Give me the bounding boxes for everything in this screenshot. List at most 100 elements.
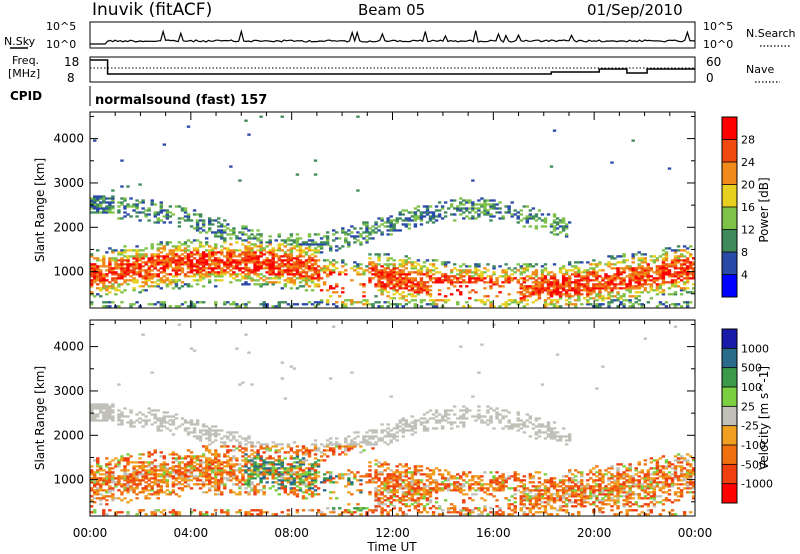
rti-cell (204, 437, 209, 440)
rti-cell (247, 237, 251, 240)
rti-cell (168, 265, 173, 268)
rti-cell (220, 509, 224, 512)
rti-cell (295, 263, 300, 266)
rti-cell (105, 269, 109, 272)
rti-cell (126, 479, 130, 482)
rti-cell (592, 275, 596, 278)
rti-cell (319, 289, 324, 292)
rti-cell (217, 225, 221, 228)
rti-cell (207, 449, 212, 452)
rti-cell (661, 303, 666, 306)
rti-cell (201, 253, 206, 256)
rti-cell (259, 459, 263, 462)
rti-cell (292, 451, 297, 454)
rti-cell (401, 475, 405, 478)
rti-cell (531, 289, 536, 292)
rti-cell (592, 287, 596, 290)
rti-cell (386, 283, 390, 286)
rti-cell (335, 441, 339, 444)
rti-cell (96, 267, 100, 270)
rti-cell (453, 207, 457, 210)
rti-cell (428, 285, 433, 288)
rti-cell (120, 267, 124, 270)
rti-cell (177, 225, 182, 228)
rti-cell (459, 293, 463, 296)
rti-cell (383, 441, 387, 444)
rti-cell (401, 273, 405, 276)
rti-cell (232, 303, 236, 306)
rti-cell (377, 257, 381, 260)
rti-cell (150, 461, 154, 464)
rti-cell (217, 467, 221, 470)
rti-cell (135, 267, 139, 270)
rti-cell (313, 471, 318, 474)
rti-cell (583, 271, 587, 274)
rti-cell (295, 273, 300, 276)
rti-cell (90, 495, 94, 498)
rti-cell (328, 497, 333, 500)
rti-cell (307, 483, 312, 486)
rti-cell (274, 469, 278, 472)
rti-cell (204, 463, 209, 466)
rti-cell (307, 265, 312, 268)
rti-cell (174, 511, 179, 514)
rti-cell (108, 207, 112, 210)
rti-cell (389, 395, 393, 398)
rti-cell (214, 233, 218, 236)
rti-cell (395, 217, 399, 220)
rti-cell (250, 253, 254, 256)
rti-cell (307, 467, 312, 470)
rti-cell (120, 477, 124, 480)
rti-cell (247, 469, 251, 472)
rti-cell (289, 259, 294, 262)
rti-cell (462, 275, 466, 278)
rti-cell (673, 265, 678, 268)
rti-cell (604, 283, 608, 286)
rti-cell (307, 235, 312, 238)
rti-cell (253, 257, 257, 260)
rti-cell (214, 483, 218, 486)
rti-cell (147, 469, 151, 472)
rti-cell (640, 261, 644, 264)
noise-right-tick-low: 10^0 (703, 38, 733, 51)
rti-cell (235, 303, 239, 306)
rti-cell (204, 255, 209, 258)
rti-cell (207, 439, 212, 442)
rti-cell (259, 241, 263, 244)
rti-cell (168, 257, 173, 260)
rti-cell (214, 279, 218, 282)
rti-cell (298, 263, 303, 266)
rti-cell (344, 437, 348, 440)
rti-cell (256, 257, 260, 260)
rti-cell (398, 275, 402, 278)
rti-cell (301, 303, 306, 306)
rti-cell (156, 283, 160, 286)
rti-cell (401, 261, 405, 264)
rti-cell (341, 287, 345, 290)
rti-cell (380, 513, 384, 516)
rti-cell (380, 487, 384, 490)
rti-cell (298, 249, 303, 252)
rti-cell (159, 211, 163, 214)
rti-cell (628, 295, 632, 298)
rti-cell (422, 261, 427, 264)
rti-cell (670, 281, 675, 284)
rti-cell (162, 281, 167, 284)
rti-cell (241, 233, 245, 236)
rti-cell (616, 297, 620, 300)
rti-cell (341, 231, 345, 234)
rti-cell (232, 449, 236, 452)
rti-cell (501, 271, 505, 274)
rti-cell (301, 461, 306, 464)
rti-cell (386, 279, 390, 282)
rti-cell (643, 261, 647, 264)
rti-cell (574, 305, 578, 308)
rti-cell (410, 267, 415, 270)
rti-cell (198, 439, 203, 442)
rti-cell (468, 217, 472, 220)
rti-cell (685, 269, 690, 272)
rti-cell (341, 229, 345, 232)
rti-cell (431, 281, 436, 284)
rti-cell (682, 249, 687, 252)
rti-cell (543, 267, 548, 270)
